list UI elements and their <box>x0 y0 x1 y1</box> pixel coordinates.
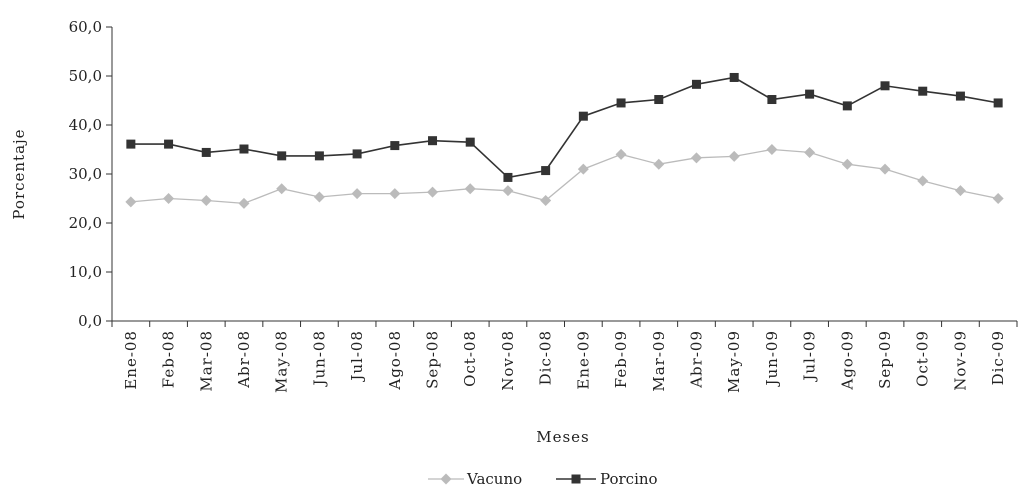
data-point-porcino <box>503 172 513 182</box>
data-point-vacuno <box>615 148 627 160</box>
data-point-porcino <box>541 166 551 176</box>
data-point-porcino <box>239 144 249 154</box>
data-point-vacuno <box>766 144 778 155</box>
data-point-vacuno <box>125 196 137 208</box>
x-tick-label: Dic-08 <box>537 330 555 385</box>
chart-legend: Vacuno Porcino <box>428 470 658 488</box>
data-point-vacuno <box>502 185 514 197</box>
data-point-vacuno <box>427 186 439 198</box>
data-point-porcino <box>880 81 890 91</box>
x-tick-label: Jul-09 <box>801 330 819 383</box>
data-point-vacuno <box>238 197 250 209</box>
legend-label-porcino: Porcino <box>600 470 658 488</box>
x-tick-label: Ago-09 <box>838 330 856 391</box>
data-point-vacuno <box>200 194 212 206</box>
data-point-porcino <box>428 136 438 146</box>
x-tick-label: Nov-08 <box>499 330 517 391</box>
data-point-vacuno <box>577 163 589 175</box>
data-point-porcino <box>352 149 362 159</box>
x-tick-label: May-09 <box>725 330 743 393</box>
data-point-porcino <box>767 95 777 105</box>
data-point-porcino <box>277 151 287 161</box>
x-tick-label: Sep-09 <box>876 330 894 389</box>
data-point-porcino <box>390 141 400 151</box>
data-point-porcino <box>465 137 475 147</box>
x-tick-label: Mar-09 <box>650 330 668 392</box>
x-tick-label: Dic-09 <box>989 330 1007 385</box>
data-point-vacuno <box>690 152 702 164</box>
data-point-vacuno <box>804 146 816 158</box>
legend-square-marker <box>571 474 581 484</box>
data-point-porcino <box>314 151 324 161</box>
data-point-porcino <box>201 147 211 157</box>
data-point-porcino <box>691 79 701 89</box>
y-axis-ticks: 0,0 10,0 20,0 30,0 40,0 50,0 60,0 <box>69 18 112 330</box>
x-axis-ticks: Ene-08 Feb-08 Mar-08 Abr-08 May-08 Jun-08 Jul-… <box>111 321 1018 393</box>
y-tick-label: 60,0 <box>69 18 102 36</box>
data-point-vacuno <box>351 188 363 200</box>
y-axis-title: Porcentaje <box>10 128 28 219</box>
x-axis-title: Meses <box>536 428 590 446</box>
x-tick-label: Ago-08 <box>386 330 404 391</box>
series-line-vacuno <box>130 148 999 205</box>
data-point-vacuno <box>276 183 288 195</box>
x-tick-label: Jun-08 <box>310 330 328 388</box>
x-tick-label: Ene-08 <box>122 330 140 390</box>
x-tick-label: Feb-08 <box>160 330 178 388</box>
data-point-vacuno <box>917 175 929 187</box>
data-point-vacuno <box>879 163 891 175</box>
x-tick-label: Abr-09 <box>687 330 705 389</box>
data-point-porcino <box>578 111 588 121</box>
data-point-porcino <box>729 72 739 82</box>
x-tick-label: Oct-08 <box>461 330 479 387</box>
data-point-vacuno <box>992 193 1004 204</box>
x-tick-label: Oct-09 <box>914 330 932 387</box>
y-tick-label: 50,0 <box>69 67 102 85</box>
data-point-porcino <box>164 139 174 149</box>
x-tick-label: May-08 <box>273 330 291 393</box>
x-tick-label: Sep-08 <box>424 330 442 389</box>
y-tick-label: 40,0 <box>69 116 102 134</box>
data-point-porcino <box>993 98 1003 108</box>
data-point-porcino <box>842 101 852 111</box>
y-tick-label: 20,0 <box>69 214 102 232</box>
data-point-vacuno <box>540 194 552 206</box>
data-point-porcino <box>616 98 626 108</box>
x-tick-label: Nov-09 <box>951 330 969 391</box>
data-point-vacuno <box>163 193 175 204</box>
data-point-porcino <box>805 89 815 99</box>
data-point-vacuno <box>841 158 853 170</box>
data-point-vacuno <box>313 191 325 203</box>
y-tick-label: 30,0 <box>69 165 102 183</box>
x-tick-label: Abr-08 <box>235 330 253 389</box>
data-point-vacuno <box>728 150 740 162</box>
data-point-vacuno <box>389 188 401 200</box>
legend-diamond-marker <box>440 473 452 485</box>
legend-label-vacuno: Vacuno <box>466 470 522 488</box>
x-tick-label: Mar-08 <box>197 330 215 392</box>
x-tick-label: Jun-09 <box>763 330 781 388</box>
data-point-vacuno <box>464 183 476 195</box>
series-line-porcino <box>130 76 999 179</box>
x-tick-label: Feb-09 <box>612 330 630 388</box>
y-tick-label: 0,0 <box>78 312 102 330</box>
legend-item-porcino: Porcino <box>556 470 658 488</box>
data-point-porcino <box>955 91 965 101</box>
data-point-vacuno <box>954 185 966 197</box>
legend-item-vacuno: Vacuno <box>428 470 522 488</box>
chart-axes <box>111 27 1017 322</box>
data-point-vacuno <box>653 158 665 170</box>
data-point-porcino <box>654 95 664 105</box>
data-point-porcino <box>126 139 136 149</box>
series-layer <box>125 72 1004 209</box>
x-tick-label: Ene-09 <box>574 330 592 390</box>
y-tick-label: 10,0 <box>69 263 102 281</box>
data-point-porcino <box>918 86 928 96</box>
x-tick-label: Jul-08 <box>348 330 366 383</box>
